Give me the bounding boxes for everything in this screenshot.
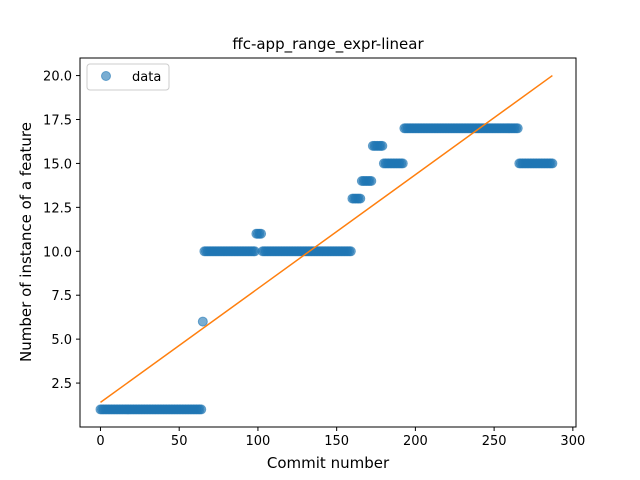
y-tick-label: 2.5	[51, 377, 72, 392]
data-point	[197, 316, 208, 327]
axes: 0 50 100 150 200 250 300 2.5 5.0 7.5 10.0 12.5 15.0 1…	[43, 57, 585, 449]
x-tick-label: 300	[560, 434, 585, 449]
chart-title: ffc-app_range_expr-linear	[232, 35, 424, 54]
data-point	[377, 140, 388, 151]
axes-frame	[79, 57, 577, 428]
data-point	[397, 158, 408, 169]
x-tick-label: 150	[324, 434, 349, 449]
legend-marker-data	[101, 71, 111, 81]
y-tick-label: 15.0	[43, 157, 72, 172]
data-point	[355, 193, 366, 204]
x-tick-label: 200	[403, 434, 428, 449]
x-axis-label: Commit number	[267, 454, 390, 472]
data-point	[196, 404, 207, 415]
plot-area	[95, 74, 558, 415]
x-tick-label: 50	[171, 434, 188, 449]
x-tick-label: 100	[246, 434, 271, 449]
y-tick-label: 12.5	[43, 201, 72, 216]
y-tick-label: 20.0	[43, 70, 72, 85]
data-point	[345, 246, 356, 257]
x-tick-label: 0	[96, 434, 104, 449]
y-tick-label: 7.5	[51, 289, 72, 304]
y-tick-label: 10.0	[43, 245, 72, 260]
y-axis-label: Number of instance of a feature	[17, 122, 35, 362]
data-point	[512, 123, 523, 134]
legend-entry-data: data	[132, 70, 161, 85]
data-point	[547, 158, 558, 169]
y-tick-label: 17.5	[43, 114, 72, 129]
y-tick-label: 5.0	[51, 333, 72, 348]
fit-line	[100, 74, 553, 404]
data-point	[256, 228, 267, 239]
legend: data	[86, 63, 170, 91]
legend-box	[86, 63, 170, 91]
x-tick-label: 250	[482, 434, 507, 449]
data-point	[366, 176, 377, 186]
